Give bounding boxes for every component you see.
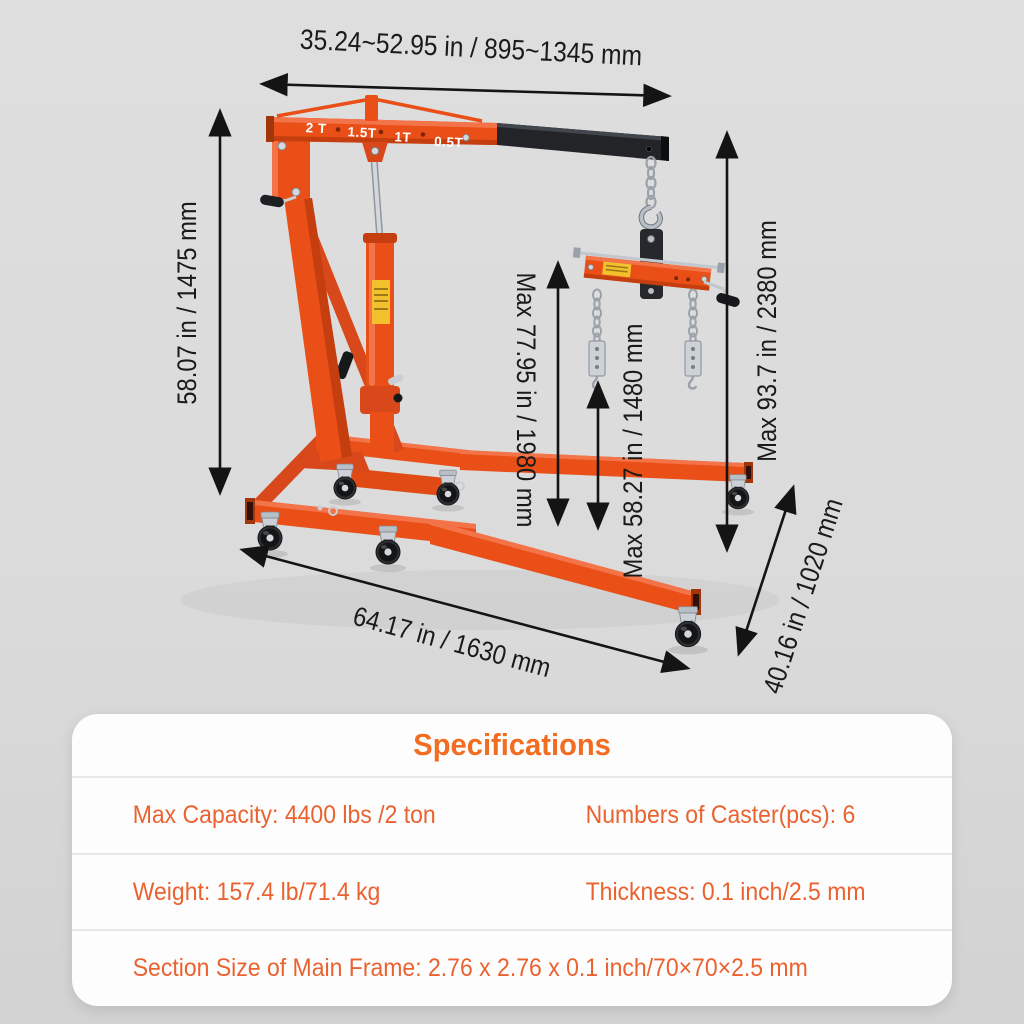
boom-mark-1t: 1T [394,129,412,145]
lifting-hook [639,205,662,229]
boom-brace-rod [276,97,372,118]
boom-brace-rod [373,97,483,123]
boom-mark-2t: 2 T [305,120,327,136]
caster-wheel [435,469,461,507]
caster-wheel [725,473,751,511]
caster-wheel [256,511,284,552]
spec-row-3: Section Size of Main Frame: 2.76 x 2.76 … [72,931,952,1006]
spec-thickness: Thickness: 0.1 inch/2.5 mm [585,877,866,906]
specifications-panel: Specifications Max Capacity: 4400 lbs /2… [72,714,952,1006]
boom-extension [497,123,669,161]
dim-arrow-bottom-length [239,545,691,673]
boom-capacity-marks: 2 T 1.5T 1T 0.5T [305,120,464,151]
boom-mark-1-5t: 1.5T [347,124,377,141]
lifting-chain [645,155,657,210]
load-leveler-assembly [572,155,740,390]
caster-wheel [332,463,358,501]
specifications-header: Specifications [72,714,952,778]
boom-mark-0-5t: 0.5T [434,134,464,151]
spec-row-1: Max Capacity: 4400 lbs /2 ton Numbers of… [72,778,952,855]
leveler-chain-right [688,288,698,346]
boom-assembly: 2 T 1.5T 1T 0.5T [266,95,669,162]
specifications-title: Specifications [413,727,611,762]
dim-arrow-top-width [259,73,672,107]
hydraulic-cylinder [360,157,404,456]
spec-weight: Weight: 157.4 lb/71.4 kg [132,877,381,906]
leveler-bar [572,247,725,291]
spec-frame-section-size: Section Size of Main Frame: 2.76 x 2.76 … [132,954,808,983]
leveler-chain-left [592,288,602,346]
spec-row-2: Weight: 157.4 lb/71.4 kg Thickness: 0.1 … [72,855,952,932]
dim-arrow-leg-width [735,484,797,657]
caster-wheel [673,605,703,649]
mast-crank-handle [260,194,284,208]
spec-caster-count: Numbers of Caster(pcs): 6 [585,800,856,829]
caster-wheel [374,525,402,566]
dimension-arrows [208,73,797,673]
spec-max-capacity: Max Capacity: 4400 lbs /2 ton [132,800,436,829]
